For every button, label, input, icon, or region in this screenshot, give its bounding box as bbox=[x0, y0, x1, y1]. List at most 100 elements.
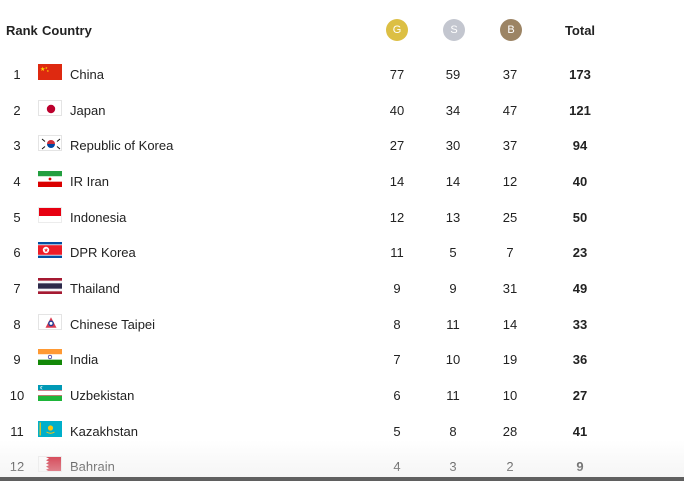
total-count: 33 bbox=[572, 317, 588, 332]
silver-count: 11 bbox=[446, 317, 460, 332]
country-name[interactable]: IR Iran bbox=[70, 174, 110, 189]
silver-count: 13 bbox=[445, 210, 461, 225]
total-count: 49 bbox=[572, 281, 588, 296]
country-name[interactable]: Kazakhstan bbox=[70, 424, 138, 439]
country-name[interactable]: Japan bbox=[70, 103, 106, 118]
silver-count: 59 bbox=[445, 67, 461, 82]
svg-text:★: ★ bbox=[40, 66, 45, 73]
chinese-taipei-flag-icon bbox=[38, 314, 62, 330]
table-row[interactable]: 1 ★ ★ ★ China 77 59 37 173 bbox=[0, 57, 684, 92]
bronze-count: 37 bbox=[502, 138, 518, 153]
total-count: 41 bbox=[572, 424, 588, 439]
rank-cell: 5 bbox=[13, 210, 21, 225]
total-count: 27 bbox=[572, 388, 588, 403]
silver-count: 30 bbox=[445, 138, 461, 153]
table-row[interactable]: 9 India 7 10 19 36 bbox=[0, 342, 684, 377]
bronze-count: 2 bbox=[506, 459, 514, 474]
rank-cell: 4 bbox=[13, 174, 21, 189]
svg-text:★: ★ bbox=[47, 69, 50, 73]
rank-cell: 11 bbox=[10, 424, 24, 439]
total-count: 36 bbox=[572, 352, 588, 367]
silver-count: 8 bbox=[449, 424, 457, 439]
gold-count: 5 bbox=[393, 424, 401, 439]
gold-count: 14 bbox=[389, 174, 405, 189]
silver-count: 10 bbox=[445, 352, 461, 367]
kazakhstan-flag-icon bbox=[38, 421, 62, 437]
gold-count: 6 bbox=[393, 388, 401, 403]
rank-cell: 6 bbox=[13, 245, 21, 260]
rank-cell: 8 bbox=[13, 317, 21, 332]
country-name[interactable]: Chinese Taipei bbox=[70, 317, 156, 332]
bronze-count: 31 bbox=[502, 281, 518, 296]
korea-flag-icon bbox=[38, 135, 62, 151]
thailand-flag-icon bbox=[38, 278, 62, 294]
table-row[interactable]: 3 Republic of Korea 27 30 37 94 bbox=[0, 128, 684, 163]
indonesia-flag-icon bbox=[38, 207, 62, 223]
table-row[interactable]: 7 Thailand 9 9 31 49 bbox=[0, 271, 684, 306]
country-name[interactable]: Republic of Korea bbox=[70, 138, 174, 153]
total-count: 121 bbox=[569, 103, 591, 118]
rank-cell: 10 bbox=[9, 388, 25, 403]
dpr-korea-flag-icon: ★ bbox=[38, 242, 62, 258]
rank-cell: 1 bbox=[13, 67, 21, 82]
gold-count: 9 bbox=[393, 281, 401, 296]
china-flag-icon: ★ ★ ★ bbox=[38, 64, 62, 80]
iran-flag-icon bbox=[38, 171, 62, 187]
rank-column-header[interactable]: Rank bbox=[6, 23, 38, 38]
bahrain-flag-icon bbox=[38, 456, 62, 472]
table-row[interactable]: 4 IR Iran 14 14 12 40 bbox=[0, 164, 684, 199]
bronze-count: 19 bbox=[502, 352, 518, 367]
gold-count: 27 bbox=[389, 138, 405, 153]
silver-count: 11 bbox=[446, 388, 460, 403]
gold-count: 12 bbox=[389, 210, 405, 225]
gold-count: 4 bbox=[393, 459, 401, 474]
table-row[interactable]: 5 Indonesia 12 13 25 50 bbox=[0, 200, 684, 235]
total-column-header[interactable]: Total bbox=[564, 23, 596, 38]
table-row[interactable]: 8 Chinese Taipei 8 11 14 33 bbox=[0, 307, 684, 342]
country-column-header[interactable]: Country bbox=[42, 23, 92, 38]
table-row[interactable]: 6 ★ DPR Korea 11 5 7 23 bbox=[0, 235, 684, 270]
bronze-count: 37 bbox=[502, 67, 518, 82]
svg-text:★: ★ bbox=[44, 248, 49, 254]
gold-medal-icon[interactable]: G bbox=[386, 19, 408, 41]
gold-count: 7 bbox=[393, 352, 401, 367]
gold-count: 77 bbox=[389, 67, 405, 82]
silver-count: 14 bbox=[445, 174, 461, 189]
silver-count: 34 bbox=[445, 103, 461, 118]
bronze-count: 7 bbox=[506, 245, 514, 260]
medal-table-header: Rank Country G S B Total bbox=[0, 0, 684, 60]
bronze-count: 12 bbox=[502, 174, 518, 189]
bronze-count: 25 bbox=[502, 210, 518, 225]
country-name[interactable]: Thailand bbox=[70, 281, 120, 296]
gold-count: 8 bbox=[393, 317, 401, 332]
rank-cell: 3 bbox=[13, 138, 21, 153]
total-count: 94 bbox=[572, 138, 588, 153]
uzbekistan-flag-icon bbox=[38, 385, 62, 401]
silver-medal-icon[interactable]: S bbox=[443, 19, 465, 41]
total-count: 9 bbox=[576, 459, 584, 474]
bronze-count: 10 bbox=[502, 388, 518, 403]
country-name[interactable]: Bahrain bbox=[70, 459, 115, 474]
bronze-count: 47 bbox=[502, 103, 518, 118]
bottom-scroll-bar[interactable] bbox=[0, 477, 684, 481]
silver-count: 9 bbox=[449, 281, 457, 296]
bronze-count: 14 bbox=[502, 317, 518, 332]
india-flag-icon bbox=[38, 349, 62, 365]
gold-count: 40 bbox=[389, 103, 405, 118]
silver-count: 5 bbox=[449, 245, 457, 260]
table-row[interactable]: 10 Uzbekistan 6 11 10 27 bbox=[0, 378, 684, 413]
country-name[interactable]: DPR Korea bbox=[70, 245, 136, 260]
country-name[interactable]: India bbox=[70, 352, 99, 367]
country-name[interactable]: Uzbekistan bbox=[70, 388, 135, 403]
table-row[interactable]: 11 Kazakhstan 5 8 28 41 bbox=[0, 414, 684, 449]
bronze-count: 28 bbox=[502, 424, 518, 439]
japan-flag-icon bbox=[38, 100, 62, 116]
country-name[interactable]: Indonesia bbox=[70, 210, 127, 225]
silver-count: 3 bbox=[449, 459, 457, 474]
rank-cell: 2 bbox=[13, 103, 21, 118]
svg-text:★: ★ bbox=[45, 66, 48, 70]
country-name[interactable]: China bbox=[70, 67, 104, 82]
table-row[interactable]: 2 Japan 40 34 47 121 bbox=[0, 93, 684, 128]
gold-count: 11 bbox=[390, 245, 404, 260]
bronze-medal-icon[interactable]: B bbox=[500, 19, 522, 41]
